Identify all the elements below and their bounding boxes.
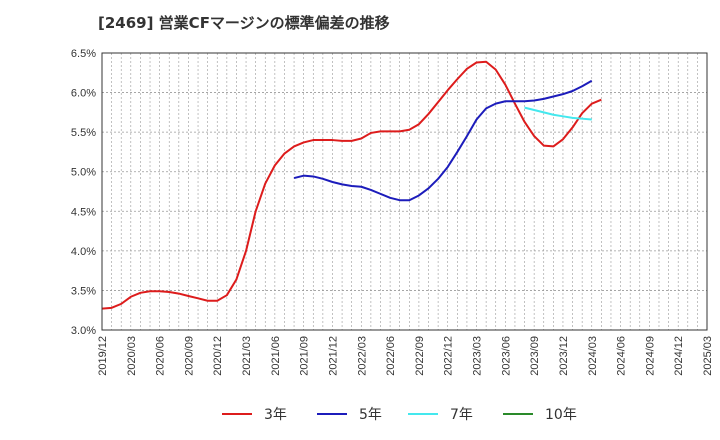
legend-label: 5年 (359, 407, 382, 423)
x-tick-label: 2020/03 (126, 336, 138, 376)
x-tick-label: 2020/09 (183, 336, 195, 376)
x-tick-label: 2023/12 (558, 336, 570, 376)
x-tick-label: 2024/09 (644, 336, 656, 376)
x-tick-label: 2020/06 (155, 336, 167, 376)
grid (101, 52, 708, 331)
chart-title: [2469] 営業CFマージンの標準偏差の推移 (98, 14, 390, 32)
series-line-1 (293, 79, 593, 202)
x-tick-label: 2024/03 (587, 336, 599, 376)
x-tick-label: 2024/12 (673, 336, 685, 376)
series-lines (101, 60, 602, 310)
y-tick-label: 4.0% (71, 246, 96, 258)
series-line-0 (101, 60, 602, 310)
x-tick-label: 2024/06 (616, 336, 628, 376)
legend-label: 10年 (545, 407, 577, 423)
series-line-2 (524, 106, 592, 121)
plot-frame (101, 52, 708, 331)
x-tick-label: 2022/09 (414, 336, 426, 376)
legend-label: 3年 (264, 407, 287, 423)
y-tick-label: 3.5% (71, 285, 96, 297)
x-tick-label: 2023/03 (472, 336, 484, 376)
x-tick-label: 2023/09 (529, 336, 541, 376)
x-tick-label: 2023/06 (500, 336, 512, 376)
y-tick-label: 6.0% (71, 88, 96, 100)
x-tick-label: 2021/09 (299, 336, 311, 376)
y-tick-label: 6.5% (71, 48, 96, 60)
y-tick-label: 4.5% (71, 206, 96, 218)
x-tick-label: 2019/12 (97, 336, 109, 376)
x-tick-label: 2021/06 (270, 336, 282, 376)
y-tick-label: 5.5% (71, 127, 96, 139)
x-tick-label: 2022/03 (356, 336, 368, 376)
y-axis: 3.0% 3.5% 4.0% 4.5% 5.0% 5.5% 6.0% 6.5% (71, 48, 96, 337)
y-tick-label: 3.0% (71, 325, 96, 337)
x-tick-label: 2020/12 (212, 336, 224, 376)
y-tick-label: 5.0% (71, 167, 96, 179)
x-axis: 2019/12 2020/03 2020/06 2020/09 2020/12 2021/… (97, 336, 714, 376)
x-tick-label: 2022/12 (443, 336, 455, 376)
x-tick-label: 2025/03 (702, 336, 714, 376)
legend-label: 7年 (450, 407, 473, 423)
x-tick-label: 2021/12 (327, 336, 339, 376)
x-tick-label: 2021/03 (241, 336, 253, 376)
x-tick-label: 2022/06 (385, 336, 397, 376)
legend: 3年 5年 7年 10年 (222, 407, 577, 423)
